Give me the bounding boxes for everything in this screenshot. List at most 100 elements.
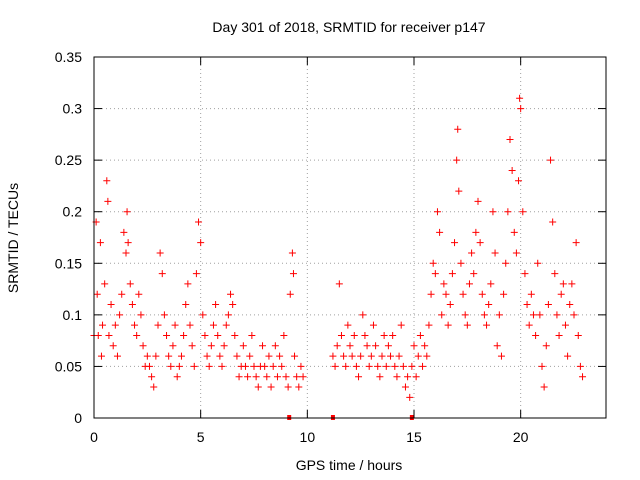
y-tick-label: 0.2 xyxy=(63,204,83,220)
data-point xyxy=(137,311,145,319)
data-point xyxy=(444,321,452,329)
data-point xyxy=(224,311,232,319)
data-point xyxy=(101,280,109,288)
data-point xyxy=(553,311,561,319)
data-point xyxy=(331,362,339,370)
data-point xyxy=(103,177,111,185)
data-point xyxy=(99,321,107,329)
data-point xyxy=(476,239,484,247)
data-point xyxy=(105,331,113,339)
data-point xyxy=(156,249,164,257)
plot-frame xyxy=(93,56,607,419)
data-point xyxy=(519,208,527,216)
data-point xyxy=(355,373,363,381)
data-point xyxy=(165,352,173,360)
data-point xyxy=(487,280,495,288)
data-point xyxy=(547,156,555,164)
data-point xyxy=(235,373,243,381)
data-point xyxy=(233,352,241,360)
y-tick-label: 0.15 xyxy=(55,255,82,271)
data-point xyxy=(534,259,542,267)
data-point xyxy=(288,249,296,257)
data-point xyxy=(500,290,508,298)
data-point xyxy=(574,331,582,339)
data-point xyxy=(448,270,456,278)
data-point xyxy=(350,331,358,339)
data-point xyxy=(468,249,476,257)
data-point xyxy=(357,352,365,360)
data-point xyxy=(359,311,367,319)
data-point xyxy=(167,362,175,370)
data-point xyxy=(515,177,523,185)
data-point xyxy=(133,331,141,339)
data-point xyxy=(576,362,584,370)
data-point xyxy=(478,290,486,298)
data-point xyxy=(559,280,567,288)
data-point xyxy=(342,362,350,370)
data-point xyxy=(116,311,124,319)
data-point xyxy=(532,331,540,339)
data-point xyxy=(212,301,220,309)
data-point xyxy=(150,383,158,391)
data-point xyxy=(344,321,352,329)
data-point xyxy=(529,311,537,319)
x-tick-label: 20 xyxy=(513,429,529,445)
data-point xyxy=(107,301,115,309)
data-point xyxy=(425,321,433,329)
data-point xyxy=(372,342,380,350)
data-point xyxy=(152,352,160,360)
data-point xyxy=(384,342,392,350)
data-point xyxy=(197,239,205,247)
data-point xyxy=(205,362,213,370)
data-point xyxy=(438,311,446,319)
data-point xyxy=(538,362,546,370)
data-point xyxy=(118,290,126,298)
data-point xyxy=(333,342,341,350)
data-point xyxy=(122,249,130,257)
data-point xyxy=(145,362,153,370)
data-point xyxy=(457,259,465,267)
data-point xyxy=(241,362,249,370)
data-point xyxy=(184,280,192,288)
data-point xyxy=(544,301,552,309)
data-point xyxy=(389,331,397,339)
data-point xyxy=(177,352,185,360)
data-point xyxy=(446,301,454,309)
data-point xyxy=(380,331,388,339)
data-point xyxy=(410,342,418,350)
data-point xyxy=(209,321,217,329)
data-point xyxy=(148,373,156,381)
data-point xyxy=(455,187,463,195)
data-point xyxy=(378,352,386,360)
data-point xyxy=(442,290,450,298)
data-point xyxy=(113,352,121,360)
data-point xyxy=(516,94,524,102)
data-point xyxy=(536,311,544,319)
data-point xyxy=(419,362,427,370)
data-point xyxy=(120,228,128,236)
data-point xyxy=(399,362,407,370)
data-point xyxy=(276,352,284,360)
data-point xyxy=(175,362,183,370)
data-point xyxy=(246,352,254,360)
data-point xyxy=(361,331,369,339)
data-point xyxy=(229,301,237,309)
data-point xyxy=(227,290,235,298)
data-point xyxy=(472,228,480,236)
data-point xyxy=(549,218,557,226)
data-point xyxy=(374,362,382,370)
x-tick-label: 10 xyxy=(300,429,316,445)
data-point xyxy=(480,311,488,319)
data-point xyxy=(94,331,102,339)
data-point xyxy=(517,105,525,113)
grid-lines xyxy=(94,57,606,418)
data-point xyxy=(273,373,281,381)
data-point xyxy=(340,352,348,360)
data-point xyxy=(352,362,360,370)
data-point xyxy=(248,331,256,339)
data-point xyxy=(97,352,105,360)
data-point xyxy=(263,373,271,381)
data-point xyxy=(431,270,439,278)
y-axis-ticks: 0 0.05 0.1 0.15 0.2 0.25 0.3 0.35 xyxy=(55,49,606,426)
data-point xyxy=(423,352,431,360)
